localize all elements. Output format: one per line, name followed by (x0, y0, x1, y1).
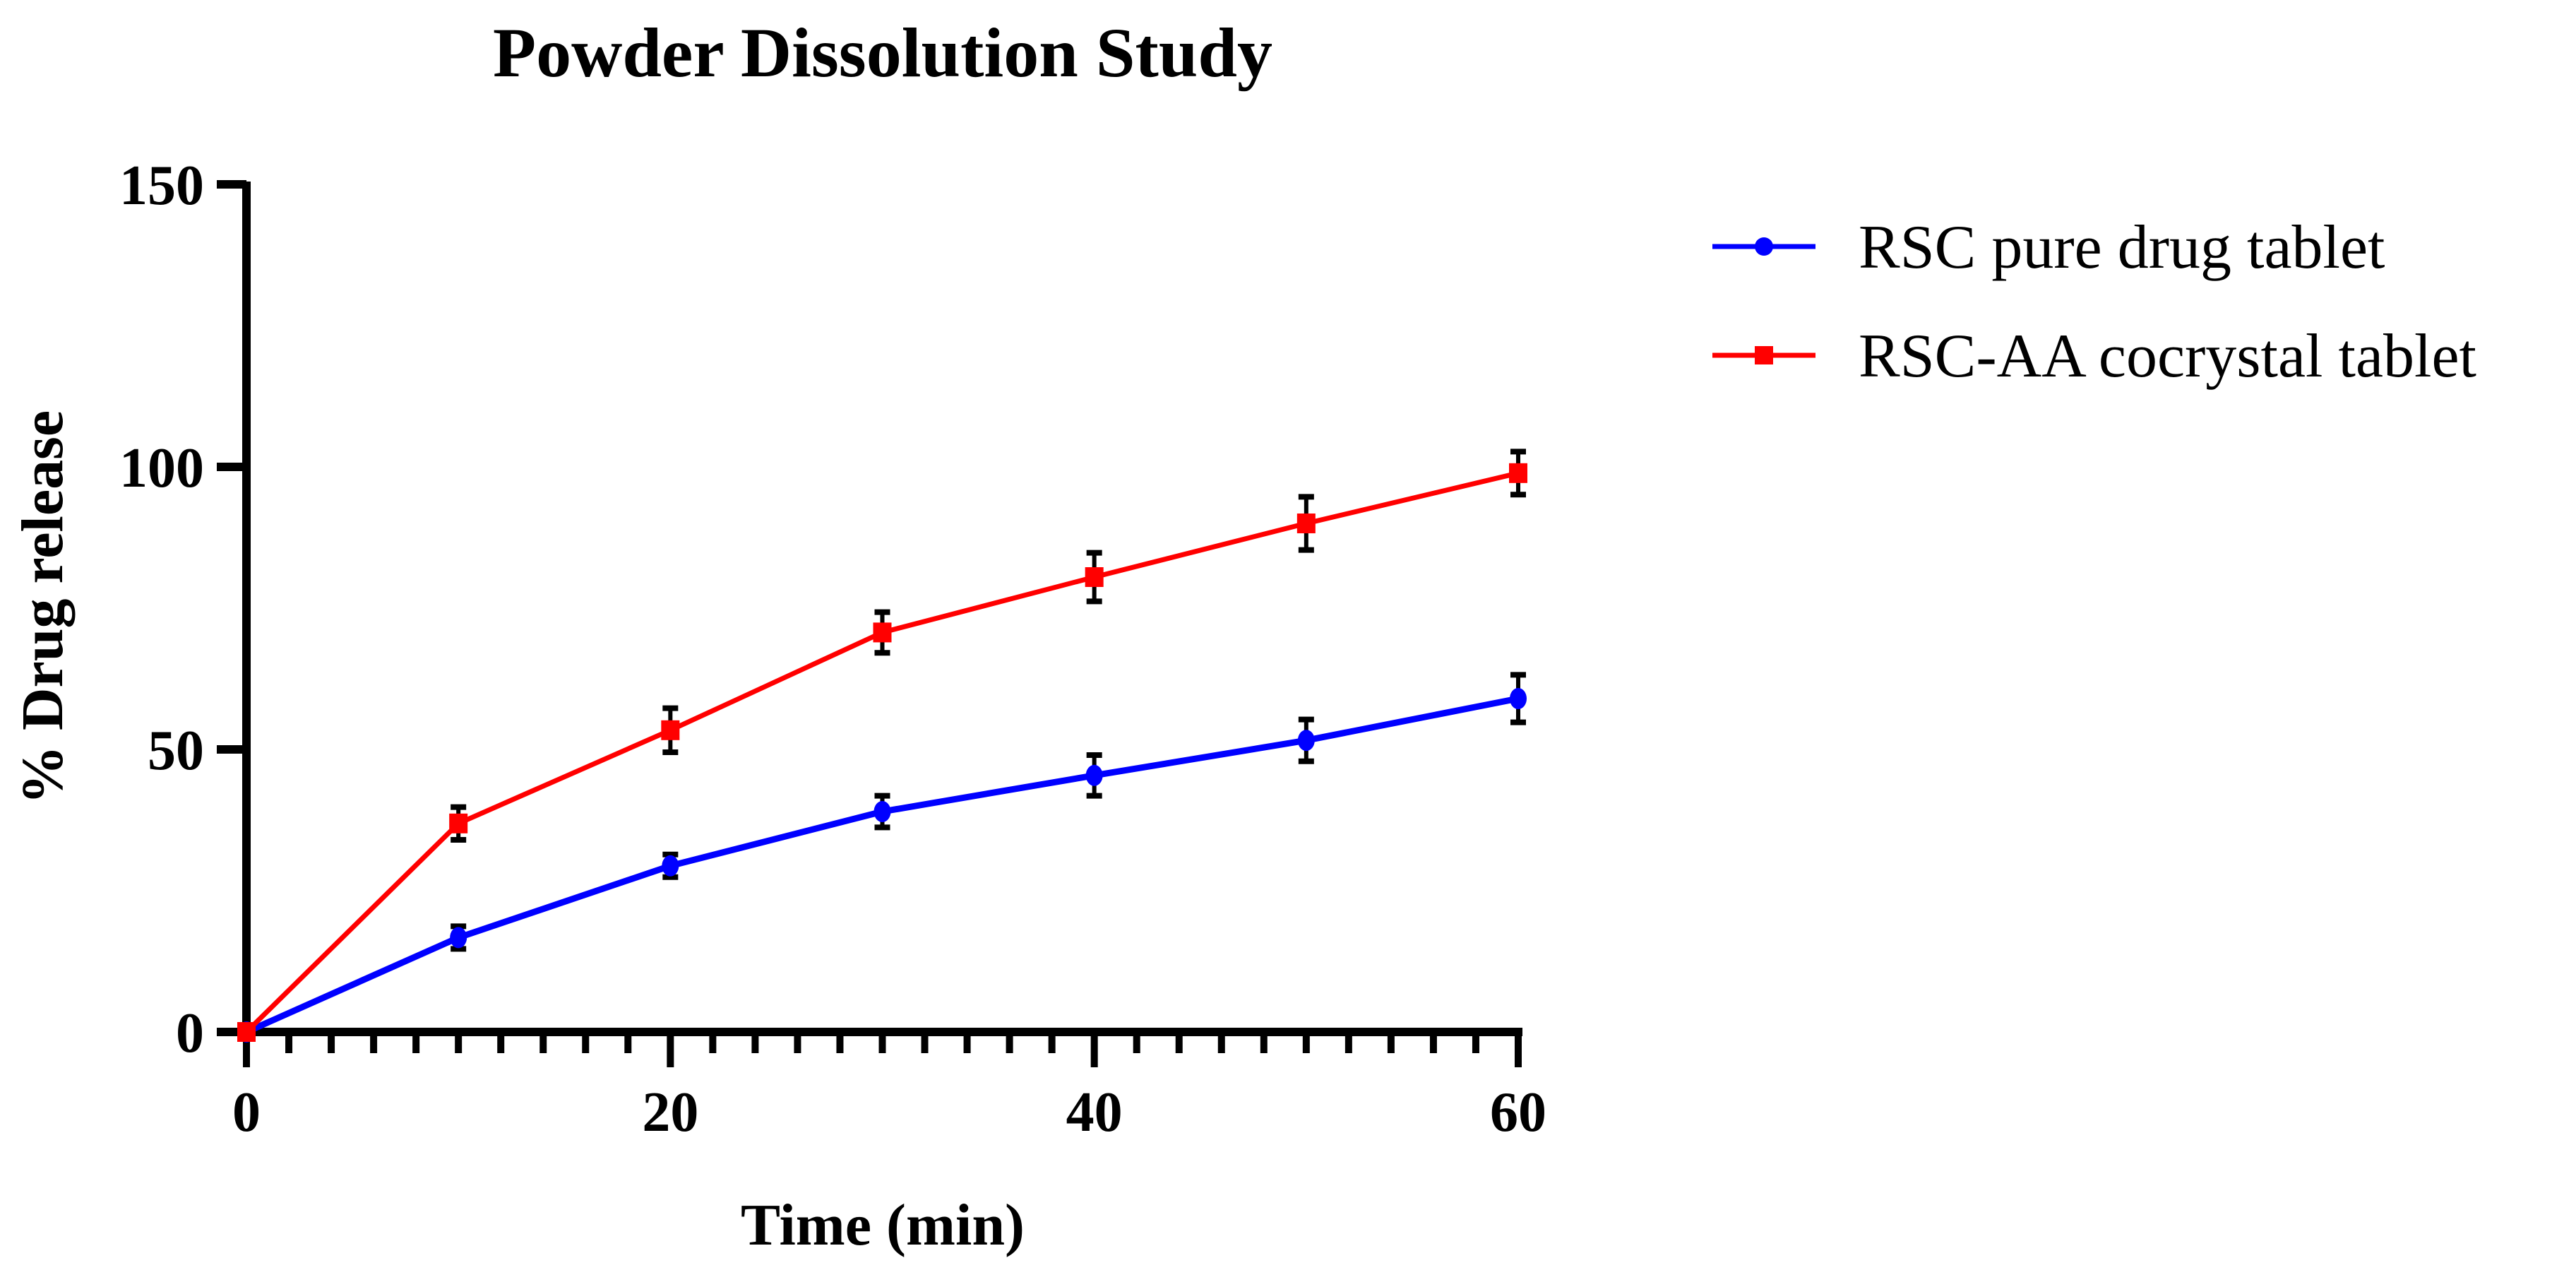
data-point (1085, 764, 1103, 786)
data-point (450, 927, 467, 949)
legend-entry: RSC pure drug tablet (1712, 213, 2385, 282)
data-point (237, 1022, 256, 1042)
x-tick-label: 20 (642, 1081, 698, 1144)
data-point (1085, 567, 1104, 587)
x-tick-label: 40 (1066, 1081, 1123, 1144)
legend-label: RSC pure drug tablet (1859, 213, 2385, 282)
legend: RSC pure drug tablet RSC-AA cocrystal tab… (1712, 213, 2476, 391)
data-point (662, 855, 679, 877)
data-point (449, 813, 468, 833)
chart-title: Powder Dissolution Study (493, 13, 1272, 92)
y-tick-label: 50 (148, 720, 204, 782)
data-point (1296, 514, 1316, 533)
x-tick-label: 0 (232, 1081, 261, 1144)
legend-marker (1755, 346, 1773, 364)
series-group (237, 449, 1527, 1043)
data-point (1510, 688, 1527, 709)
series-1 (238, 672, 1527, 1043)
series-line (245, 695, 1519, 1035)
legend-marker (1755, 237, 1773, 256)
axes: 0 50 100 150 0 20 40 60 (119, 155, 1546, 1144)
series-2 (237, 449, 1527, 1042)
x-axis-label: Time (min) (741, 1192, 1025, 1258)
data-point (661, 720, 680, 740)
data-point (873, 801, 891, 822)
data-point (1297, 730, 1315, 752)
data-point (873, 622, 892, 643)
legend-label: RSC-AA cocrystal tablet (1859, 322, 2476, 391)
x-tick-label: 60 (1490, 1081, 1546, 1144)
y-axis-label: % Drug release (10, 410, 76, 805)
y-tick-label: 150 (119, 155, 204, 217)
legend-entry: RSC-AA cocrystal tablet (1712, 322, 2476, 391)
y-tick-label: 100 (119, 437, 204, 499)
y-tick-label: 0 (176, 1002, 204, 1064)
data-point (1509, 463, 1527, 483)
